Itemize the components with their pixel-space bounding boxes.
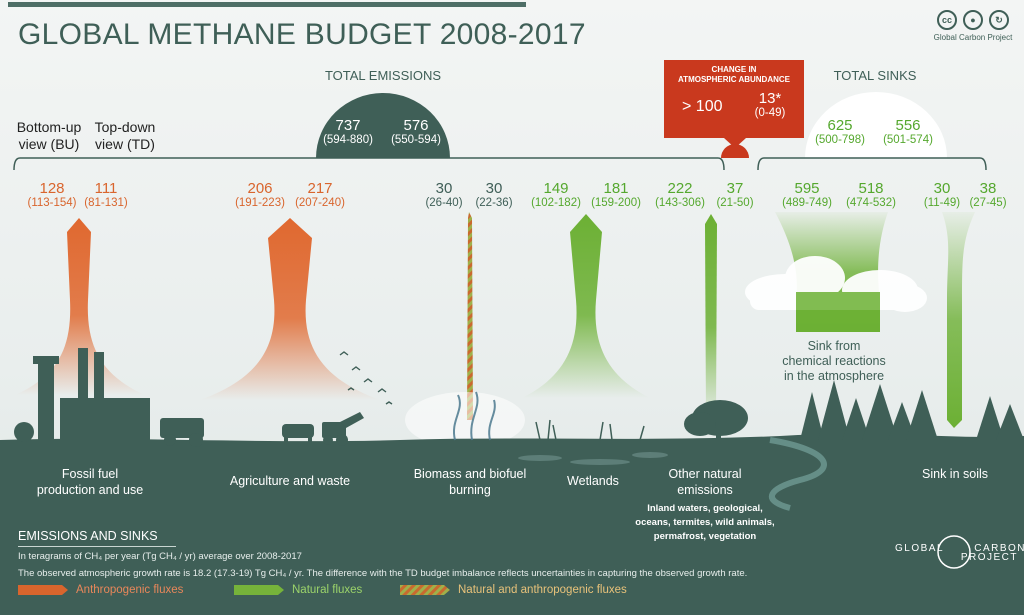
legend-growth-note: The observed atmospheric growth rate is … [18,568,748,579]
agriculture-bu-value: 206 (191-223) [235,180,285,209]
change-bu: > 100 [682,98,723,115]
legend-anthropogenic-swatch [18,585,68,595]
fossil-bu-value: 128 (113-154) [27,180,77,209]
gcp-logo-text: GLOBAL CARBON PROJECT [895,543,1024,563]
legend-natural-label: Natural fluxes [292,584,363,596]
forest-icon [800,380,1024,440]
change-td: 13* (0-49) [754,90,786,119]
wetlands-bu-value: 149 (102-182) [531,180,581,209]
category-fossil: Fossil fuel production and use [36,467,144,497]
biomass-bu-value: 30 (26-40) [425,180,463,209]
category-biomass: Biomass and biofuel burning [413,467,527,497]
chem_sink-bu-value: 595 (489-749) [782,180,832,209]
soil-sink-arrow [942,212,975,428]
wetlands-flux-arrow [522,214,650,398]
farm-icon [160,412,364,447]
total-emissions-dome [316,93,450,158]
by-attribution-icon: ● [963,10,983,30]
category-other-detail: Inland waters, geological, oceans, termi… [635,503,775,542]
ground [0,434,1024,615]
total-sinks-dome [805,92,947,158]
category-wetlands: Wetlands [567,474,619,488]
fossil-flux-arrow [15,218,145,395]
legend-mixed-label: Natural and anthropogenic fluxes [458,584,627,596]
total-sinks-td: 556 (501-574) [883,117,933,146]
legend-unit-note: In teragrams of CH₄ per year (Tg CH₄ / y… [18,551,302,562]
fossil-td-value: 111 (81-131) [84,180,128,209]
wetland-grass-icon [535,419,645,441]
legend-natural-swatch [234,585,284,595]
gcp-logo-icon [937,535,971,569]
wetlands-td-value: 181 (159-200) [591,180,641,209]
sa-icon: ↻ [989,10,1009,30]
change-in-abundance-box: CHANGE IN ATMOSPHERIC ABUNDANCE > 100 13… [664,60,804,138]
soil_sink-td-value: 38 (27-45) [969,180,1007,209]
legend-anthropogenic-label: Anthropogenic fluxes [76,584,184,596]
agriculture-flux-arrow [200,218,380,400]
category-soil-sink: Sink in soils [922,467,988,481]
total-emissions-td: 576 (550-594) [391,117,441,146]
category-other: Other natural emissions [668,467,742,497]
other-bu-value: 222 (143-306) [655,180,705,209]
license-label: Global Carbon Project [933,33,1013,42]
total-emissions-bu: 737 (594-880) [323,117,373,146]
total-emissions-label: TOTAL EMISSIONS [324,68,442,83]
bu-view-label: Bottom-up view (BU) [16,119,82,152]
factory-icon [14,348,150,444]
total-sinks-bu: 625 (500-798) [815,117,865,146]
chem_sink-td-value: 518 (474-532) [846,180,896,209]
soil_sink-bu-value: 30 (11-49) [923,180,961,209]
license-badge: cc ● ↻ Global Carbon Project [928,10,1018,42]
birds-icon [339,351,393,405]
category-chem-sink: Sink from chemical reactions in the atmo… [782,339,886,383]
fire-icon [452,391,496,441]
tree-icon [684,400,748,444]
legend-mixed-swatch [400,585,450,595]
river [768,437,827,511]
other-td-value: 37 (21-50) [716,180,754,209]
biomass-flux-arrow [467,212,473,420]
biomass-td-value: 30 (22-36) [475,180,513,209]
change-marker [721,144,749,158]
page-title: GLOBAL METHANE BUDGET 2008-2017 [18,18,586,51]
category-agriculture: Agriculture and waste [229,474,351,488]
agriculture-td-value: 217 (207-240) [295,180,345,209]
legend-heading: EMISSIONS AND SINKS [18,529,158,543]
other-natural-flux-arrow [705,214,717,420]
total-sinks-label: TOTAL SINKS [833,68,917,83]
legend-divider [18,546,176,547]
top-accent-bar [8,2,526,7]
td-view-label: Top-down view (TD) [94,119,156,152]
cc-icon: cc [937,10,957,30]
